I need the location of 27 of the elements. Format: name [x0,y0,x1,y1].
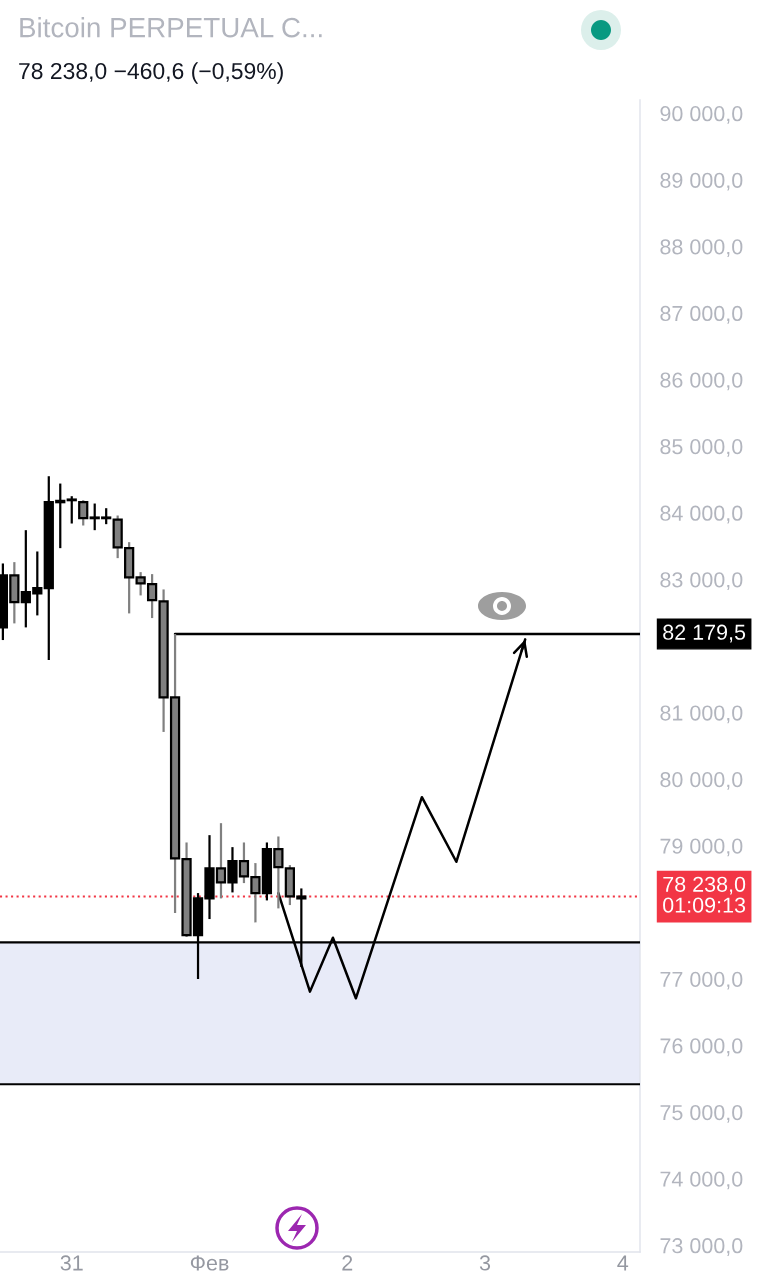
x-tick-label: 2 [342,1255,353,1271]
y-tick-label: 79 000,0 [660,838,743,857]
y-tick-label: 86 000,0 [660,372,743,391]
y-tick-label: 84 000,0 [660,505,743,524]
y-tick-label: 89 000,0 [660,172,743,191]
x-tick-label: 3 [479,1255,491,1271]
chart-title: Bitcoin PERPETUAL C... [20,17,322,38]
y-tick-label: 90 000,0 [660,106,743,124]
y-tick-label: 88 000,0 [660,239,743,258]
y-tick-label: 74 000,0 [660,1171,743,1190]
y-tick-label: 76 000,0 [660,1038,743,1057]
candlestick [66,495,77,525]
ref-line-label: 78 238,0 01:09:13 [663,876,746,913]
y-tick-label: 87 000,0 [660,305,743,324]
y-tick-label: 73 000,0 [660,1238,743,1256]
candlestick [78,499,89,527]
x-tick-label: 31 [60,1255,83,1271]
y-tick-label: 77 000,0 [660,971,743,990]
y-tick-label: 80 000,0 [660,771,743,790]
x-tick-label: 4 [617,1255,629,1271]
y-tick-label: 75 000,0 [660,1104,743,1123]
y-tick-label: 83 000,0 [660,572,743,590]
series-label: 82 179,5 [663,624,746,643]
x-tick-label: Фев [190,1255,229,1271]
y-tick-label: 85 000,0 [660,439,743,457]
chart-subtitle: 78 238,0 −460,6 (−0,59%) [19,62,283,84]
y-tick-label: 81 000,0 [660,705,743,724]
